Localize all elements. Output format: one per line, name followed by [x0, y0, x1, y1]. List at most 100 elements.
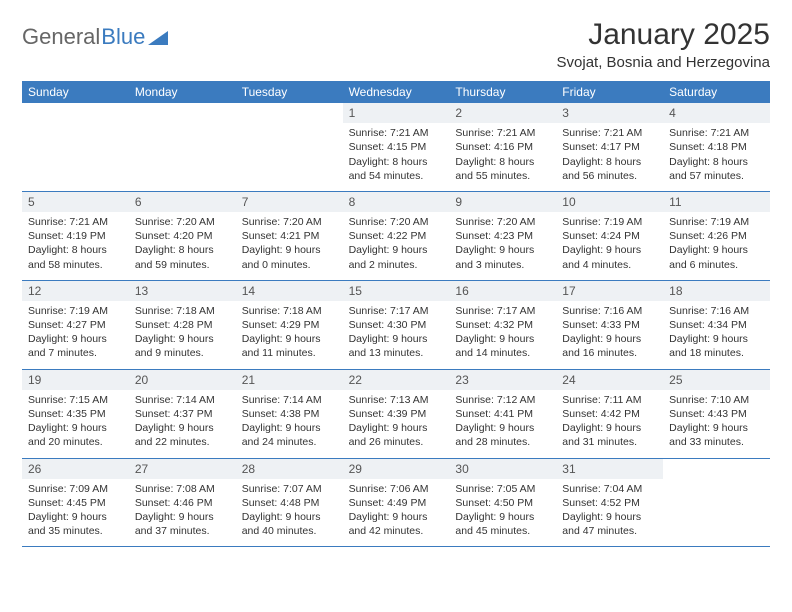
day-number: 11	[663, 192, 770, 212]
daylight-line: Daylight: 8 hours and 54 minutes.	[349, 155, 444, 183]
daylight-line: Daylight: 8 hours and 57 minutes.	[669, 155, 764, 183]
sunset-line: Sunset: 4:33 PM	[562, 318, 657, 332]
calendar-cell: 27Sunrise: 7:08 AMSunset: 4:46 PMDayligh…	[129, 459, 236, 547]
sunrise-line: Sunrise: 7:17 AM	[349, 304, 444, 318]
calendar-cell: 10Sunrise: 7:19 AMSunset: 4:24 PMDayligh…	[556, 192, 663, 280]
sunset-line: Sunset: 4:34 PM	[669, 318, 764, 332]
calendar-week: 12Sunrise: 7:19 AMSunset: 4:27 PMDayligh…	[22, 281, 770, 370]
sunrise-line: Sunrise: 7:21 AM	[349, 126, 444, 140]
brand-logo: GeneralBlue	[22, 18, 168, 50]
day-number: 13	[129, 281, 236, 301]
weekday-header: Tuesday	[236, 81, 343, 103]
daylight-line: Daylight: 8 hours and 59 minutes.	[135, 243, 230, 271]
sunset-line: Sunset: 4:17 PM	[562, 140, 657, 154]
calendar-cell: 5 Sunrise: 7:21 AMSunset: 4:19 PMDaylight…	[22, 192, 129, 280]
calendar-cell: 1Sunrise: 7:21 AMSunset: 4:15 PMDaylight…	[343, 103, 450, 191]
daylight-line: Daylight: 9 hours and 7 minutes.	[28, 332, 123, 360]
sunset-line: Sunset: 4:49 PM	[349, 496, 444, 510]
day-number: 7	[236, 192, 343, 212]
sunrise-line: Sunrise: 7:21 AM	[455, 126, 550, 140]
day-number: 10	[556, 192, 663, 212]
sunrise-line: Sunrise: 7:14 AM	[242, 393, 337, 407]
sunrise-line: Sunrise: 7:17 AM	[455, 304, 550, 318]
sunset-line: Sunset: 4:23 PM	[455, 229, 550, 243]
calendar-cell-empty: .	[236, 103, 343, 191]
calendar-cell: 15Sunrise: 7:17 AMSunset: 4:30 PMDayligh…	[343, 281, 450, 369]
day-number: 5	[22, 192, 129, 212]
daylight-line: Daylight: 9 hours and 35 minutes.	[28, 510, 123, 538]
sunrise-line: Sunrise: 7:12 AM	[455, 393, 550, 407]
sunrise-line: Sunrise: 7:18 AM	[135, 304, 230, 318]
daylight-line: Daylight: 9 hours and 18 minutes.	[669, 332, 764, 360]
calendar-cell: 11Sunrise: 7:19 AMSunset: 4:26 PMDayligh…	[663, 192, 770, 280]
sunrise-line: Sunrise: 7:21 AM	[562, 126, 657, 140]
sunset-line: Sunset: 4:22 PM	[349, 229, 444, 243]
calendar-cell: 26Sunrise: 7:09 AMSunset: 4:45 PMDayligh…	[22, 459, 129, 547]
sunset-line: Sunset: 4:18 PM	[669, 140, 764, 154]
brand-part1: General	[22, 24, 100, 50]
day-number: 4	[663, 103, 770, 123]
day-number: 18	[663, 281, 770, 301]
sunset-line: Sunset: 4:30 PM	[349, 318, 444, 332]
calendar-cell: 17Sunrise: 7:16 AMSunset: 4:33 PMDayligh…	[556, 281, 663, 369]
sunrise-line: Sunrise: 7:16 AM	[669, 304, 764, 318]
calendar-cell: 23Sunrise: 7:12 AMSunset: 4:41 PMDayligh…	[449, 370, 556, 458]
daylight-line: Daylight: 9 hours and 40 minutes.	[242, 510, 337, 538]
calendar-cell: 3Sunrise: 7:21 AMSunset: 4:17 PMDaylight…	[556, 103, 663, 191]
daylight-line: Daylight: 9 hours and 37 minutes.	[135, 510, 230, 538]
sunset-line: Sunset: 4:48 PM	[242, 496, 337, 510]
sunrise-line: Sunrise: 7:13 AM	[349, 393, 444, 407]
sunset-line: Sunset: 4:45 PM	[28, 496, 123, 510]
weekday-header: Friday	[556, 81, 663, 103]
sunrise-line: Sunrise: 7:16 AM	[562, 304, 657, 318]
calendar-cell: 2Sunrise: 7:21 AMSunset: 4:16 PMDaylight…	[449, 103, 556, 191]
sunset-line: Sunset: 4:38 PM	[242, 407, 337, 421]
calendar-cell: 31Sunrise: 7:04 AMSunset: 4:52 PMDayligh…	[556, 459, 663, 547]
daylight-line: Daylight: 9 hours and 4 minutes.	[562, 243, 657, 271]
calendar-cell: 28Sunrise: 7:07 AMSunset: 4:48 PMDayligh…	[236, 459, 343, 547]
daylight-line: Daylight: 9 hours and 24 minutes.	[242, 421, 337, 449]
calendar-cell: 24Sunrise: 7:11 AMSunset: 4:42 PMDayligh…	[556, 370, 663, 458]
sunrise-line: Sunrise: 7:19 AM	[28, 304, 123, 318]
sunrise-line: Sunrise: 7:21 AM	[28, 215, 123, 229]
daylight-line: Daylight: 8 hours and 58 minutes.	[28, 243, 123, 271]
sunset-line: Sunset: 4:15 PM	[349, 140, 444, 154]
sunset-line: Sunset: 4:46 PM	[135, 496, 230, 510]
day-number: 19	[22, 370, 129, 390]
daylight-line: Daylight: 9 hours and 14 minutes.	[455, 332, 550, 360]
sunrise-line: Sunrise: 7:04 AM	[562, 482, 657, 496]
calendar-cell: 14Sunrise: 7:18 AMSunset: 4:29 PMDayligh…	[236, 281, 343, 369]
day-number: 6	[129, 192, 236, 212]
day-number: 21	[236, 370, 343, 390]
sunrise-line: Sunrise: 7:05 AM	[455, 482, 550, 496]
calendar-cell: 22Sunrise: 7:13 AMSunset: 4:39 PMDayligh…	[343, 370, 450, 458]
sunrise-line: Sunrise: 7:06 AM	[349, 482, 444, 496]
brand-triangle-icon	[148, 29, 168, 45]
daylight-line: Daylight: 9 hours and 16 minutes.	[562, 332, 657, 360]
day-number: 26	[22, 459, 129, 479]
calendar-week: 19Sunrise: 7:15 AMSunset: 4:35 PMDayligh…	[22, 370, 770, 459]
sunset-line: Sunset: 4:52 PM	[562, 496, 657, 510]
sunrise-line: Sunrise: 7:21 AM	[669, 126, 764, 140]
day-number: 24	[556, 370, 663, 390]
daylight-line: Daylight: 9 hours and 45 minutes.	[455, 510, 550, 538]
sunset-line: Sunset: 4:19 PM	[28, 229, 123, 243]
calendar-cell: 9Sunrise: 7:20 AMSunset: 4:23 PMDaylight…	[449, 192, 556, 280]
sunset-line: Sunset: 4:37 PM	[135, 407, 230, 421]
sunrise-line: Sunrise: 7:20 AM	[242, 215, 337, 229]
calendar-week: 26Sunrise: 7:09 AMSunset: 4:45 PMDayligh…	[22, 459, 770, 548]
sunset-line: Sunset: 4:20 PM	[135, 229, 230, 243]
sunrise-line: Sunrise: 7:20 AM	[455, 215, 550, 229]
daylight-line: Daylight: 9 hours and 9 minutes.	[135, 332, 230, 360]
day-number: 12	[22, 281, 129, 301]
page-title: January 2025	[557, 18, 770, 52]
calendar-cell: 6Sunrise: 7:20 AMSunset: 4:20 PMDaylight…	[129, 192, 236, 280]
daylight-line: Daylight: 9 hours and 13 minutes.	[349, 332, 444, 360]
weekday-header: Saturday	[663, 81, 770, 103]
calendar-cell: 13Sunrise: 7:18 AMSunset: 4:28 PMDayligh…	[129, 281, 236, 369]
daylight-line: Daylight: 9 hours and 28 minutes.	[455, 421, 550, 449]
sunrise-line: Sunrise: 7:10 AM	[669, 393, 764, 407]
day-number: 14	[236, 281, 343, 301]
sunrise-line: Sunrise: 7:19 AM	[562, 215, 657, 229]
sunset-line: Sunset: 4:26 PM	[669, 229, 764, 243]
